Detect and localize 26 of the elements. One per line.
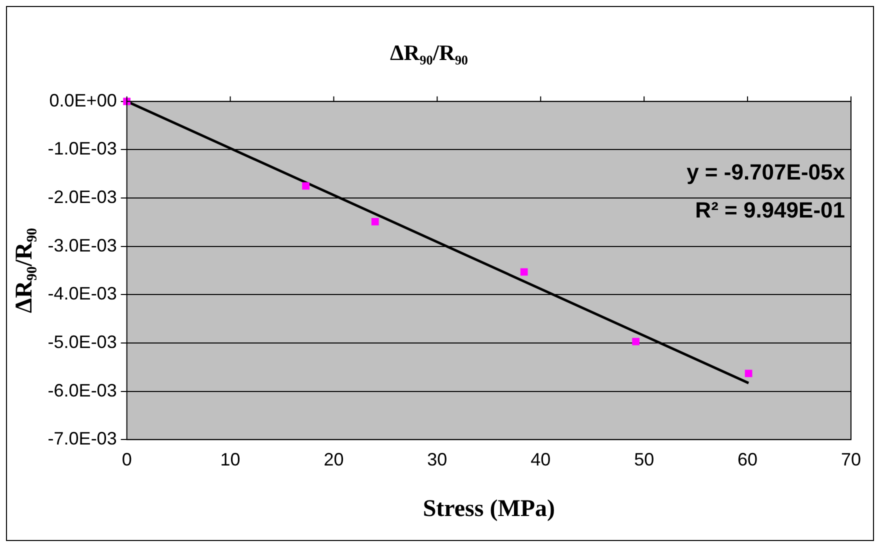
point — [632, 338, 640, 346]
x-tick-label: 30 — [427, 449, 448, 470]
y-tick-label: -6.0E-03 — [48, 380, 117, 400]
y-tick-label: 0.0E+00 — [49, 90, 117, 110]
y-tick-label: -7.0E-03 — [48, 428, 117, 449]
y-axis-title: ΔR₉₀/R₉₀ — [12, 228, 38, 314]
chart-title: ΔR₉₀/R₉₀ — [390, 40, 468, 65]
annotation: R² = 9.949E-01 — [695, 197, 845, 222]
x-tick-label: 10 — [220, 449, 240, 470]
y-tick-label: -1.0E-03 — [48, 138, 117, 159]
x-tick-label: 70 — [840, 449, 862, 470]
point — [520, 268, 528, 276]
point — [744, 370, 752, 378]
y-tick-label: -4.0E-03 — [48, 284, 117, 304]
y-tick-label: -2.0E-03 — [48, 186, 117, 207]
annotation: y = -9.707E-05x — [686, 159, 846, 184]
x-tick-label: 0 — [122, 449, 132, 470]
point — [371, 218, 379, 226]
x-axis-title: Stress (MPa) — [422, 496, 556, 522]
x-tick-label: 50 — [634, 449, 654, 470]
x-tick-label: 40 — [530, 449, 551, 470]
y-tick-label: -3.0E-03 — [48, 235, 117, 256]
point — [302, 182, 310, 190]
y-tick-label: -5.0E-03 — [48, 332, 117, 352]
x-tick-label: 20 — [324, 449, 344, 470]
x-tick-label: 60 — [738, 449, 758, 470]
